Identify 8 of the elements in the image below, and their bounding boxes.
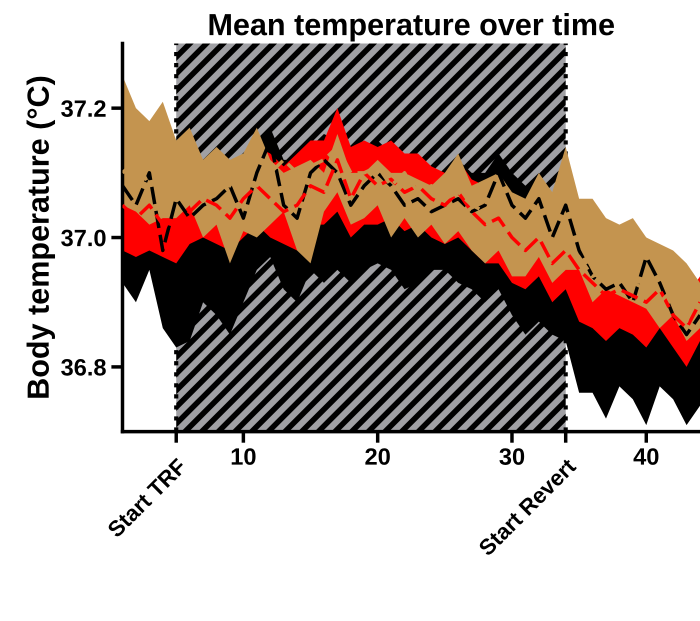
y-axis-title: Body temperature (°C) bbox=[26, 76, 56, 398]
x-tick-label: 40 bbox=[634, 448, 658, 465]
y-tick-label: 36.8 bbox=[61, 358, 106, 376]
x-tick-label: 20 bbox=[365, 448, 390, 465]
x-tick-label: 10 bbox=[232, 448, 256, 465]
y-tick-label: 37.2 bbox=[61, 100, 106, 117]
chart-title: Mean temperature over time bbox=[210, 12, 614, 42]
y-tick-label: 37.0 bbox=[61, 230, 106, 246]
